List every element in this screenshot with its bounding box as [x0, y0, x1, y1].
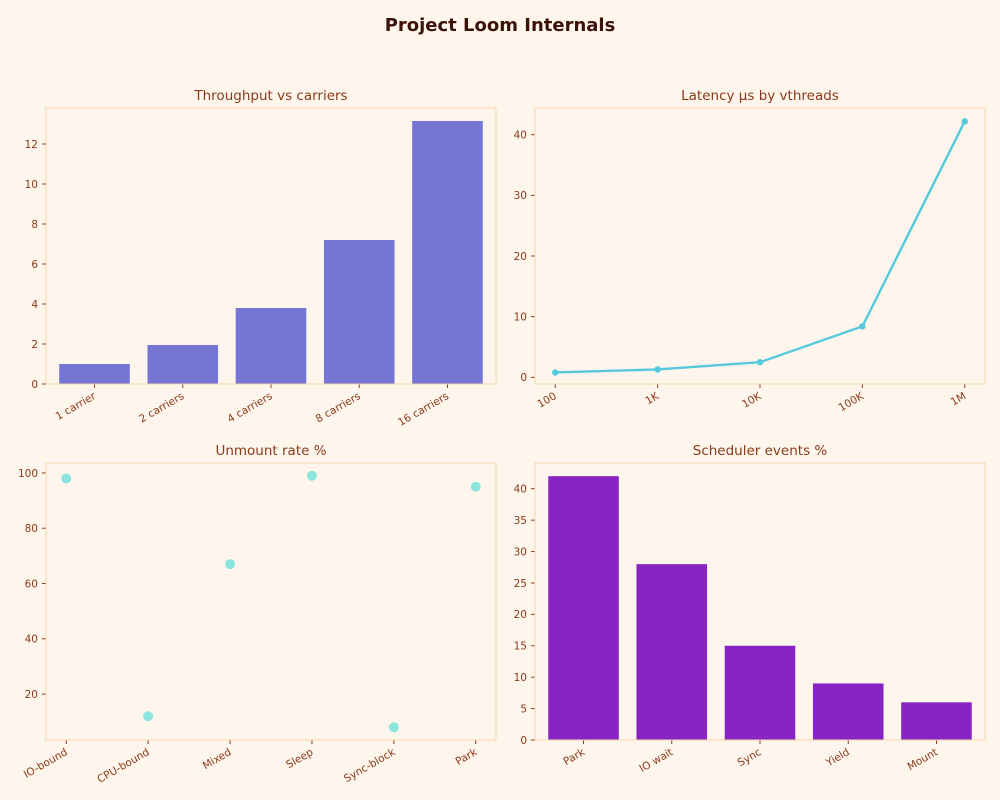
- y-tick-label: 0: [520, 372, 527, 384]
- y-tick-label: 2: [31, 339, 38, 351]
- y-tick-label: 30: [514, 546, 527, 558]
- x-tick-label: 4 carriers: [225, 390, 274, 425]
- x-tick-label: Mixed: [201, 746, 234, 772]
- y-tick-label: 60: [25, 578, 38, 590]
- bar: [812, 683, 884, 740]
- scatter-point: [388, 722, 399, 733]
- chart-panel: Throughput vs carriers 0 2 4 6 8 10 12 1 carrier…: [25, 88, 497, 429]
- bar: [59, 364, 130, 384]
- y-tick-label: 100: [18, 468, 38, 480]
- x-tick-label: 1K: [643, 390, 662, 408]
- x-tick-label: 16 carriers: [396, 390, 451, 429]
- y-tick-label: 10: [25, 179, 38, 191]
- scatter-point: [306, 470, 317, 481]
- y-tick-label: 5: [520, 703, 527, 715]
- chart-title: Latency μs by vthreads: [681, 88, 839, 104]
- y-tick-label: 35: [514, 515, 527, 527]
- x-tick-label: Sync-block: [342, 746, 398, 785]
- x-tick-label: Park: [454, 746, 480, 768]
- x-tick-label: 100K: [837, 390, 867, 414]
- bar: [901, 702, 972, 740]
- x-tick-label: IO-bound: [22, 746, 70, 781]
- y-tick-label: 20: [25, 689, 38, 701]
- chart-title: Throughput vs carriers: [193, 88, 347, 104]
- bar: [323, 240, 395, 384]
- y-tick-label: 40: [514, 484, 527, 496]
- scatter-point: [470, 481, 481, 492]
- chart-title: Unmount rate %: [215, 443, 326, 459]
- y-tick-label: 0: [520, 735, 527, 747]
- chart-panel: Latency μs by vthreads 0 10 20 30 40 100 1K 10K 1…: [514, 88, 986, 414]
- y-tick-label: 6: [31, 259, 38, 271]
- x-tick-label: 1 carrier: [54, 390, 99, 423]
- plot-frame: [45, 107, 497, 385]
- y-tick-label: 4: [31, 299, 38, 311]
- y-tick-label: 10: [514, 311, 527, 323]
- y-tick-label: 15: [514, 641, 527, 653]
- bar: [147, 345, 219, 384]
- data-point: [859, 323, 866, 330]
- x-tick-label: IO wait: [637, 746, 675, 775]
- y-tick-label: 40: [514, 129, 527, 141]
- x-tick-label: Yield: [823, 746, 852, 769]
- x-tick-label: Sleep: [284, 746, 316, 771]
- y-tick-label: 8: [31, 219, 38, 231]
- plot-frame: [534, 462, 986, 741]
- x-tick-label: 1M: [949, 390, 969, 408]
- y-tick-label: 80: [25, 523, 38, 535]
- x-tick-label: 8 carriers: [314, 390, 363, 425]
- data-point: [654, 366, 661, 373]
- chart-panels: Throughput vs carriers 0 2 4 6 8 10 12 1 carrier…: [18, 88, 986, 786]
- data-point: [961, 118, 968, 125]
- y-tick-label: 0: [31, 379, 38, 391]
- scatter-point: [225, 559, 236, 570]
- chart-title: Scheduler events %: [693, 443, 828, 459]
- data-point: [756, 358, 764, 366]
- plot-frame: [534, 107, 986, 385]
- bar: [548, 476, 619, 740]
- y-tick-label: 40: [25, 634, 38, 646]
- y-tick-label: 20: [514, 609, 527, 621]
- x-tick-label: 10K: [740, 390, 764, 411]
- figure-title: Project Loom Internals: [385, 15, 616, 36]
- series-line: [555, 120, 966, 374]
- x-tick-label: Mount: [905, 746, 940, 773]
- chart-panel: Unmount rate % 20 40 60 80 100 IO-bound CPU-bou…: [18, 443, 497, 786]
- bar: [636, 564, 708, 740]
- bar: [724, 645, 796, 740]
- scatter-point: [61, 473, 72, 484]
- y-tick-label: 25: [514, 578, 527, 590]
- chart-panel: Scheduler events % 0 5 10 15 20 25 30 35 40 Park IO…: [514, 443, 986, 775]
- bar: [412, 121, 483, 384]
- plot-frame: [45, 462, 497, 741]
- x-tick-label: Park: [561, 746, 587, 768]
- y-tick-label: 12: [25, 139, 38, 151]
- y-tick-label: 10: [514, 672, 527, 684]
- bar: [235, 308, 307, 384]
- data-point: [552, 369, 559, 376]
- x-tick-label: 2 carriers: [137, 390, 186, 425]
- y-tick-label: 20: [514, 251, 527, 263]
- x-tick-label: 100: [535, 390, 558, 410]
- x-tick-label: CPU-bound: [95, 746, 151, 785]
- y-tick-label: 30: [514, 190, 527, 202]
- x-tick-label: Sync: [736, 746, 764, 769]
- scatter-point: [143, 711, 154, 722]
